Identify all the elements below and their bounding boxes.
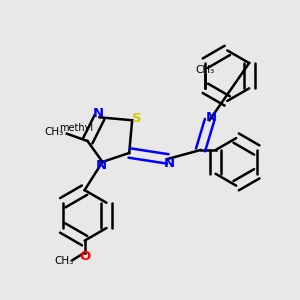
Text: N: N xyxy=(206,111,217,124)
Text: S: S xyxy=(132,112,141,125)
Text: CH₃: CH₃ xyxy=(196,65,215,76)
Text: N: N xyxy=(164,157,175,170)
Text: CH₃: CH₃ xyxy=(45,127,64,137)
Text: CH₃: CH₃ xyxy=(54,256,74,266)
Text: N: N xyxy=(92,107,104,120)
Text: O: O xyxy=(79,250,90,263)
Text: methyl: methyl xyxy=(59,123,94,133)
Text: N: N xyxy=(95,159,106,172)
